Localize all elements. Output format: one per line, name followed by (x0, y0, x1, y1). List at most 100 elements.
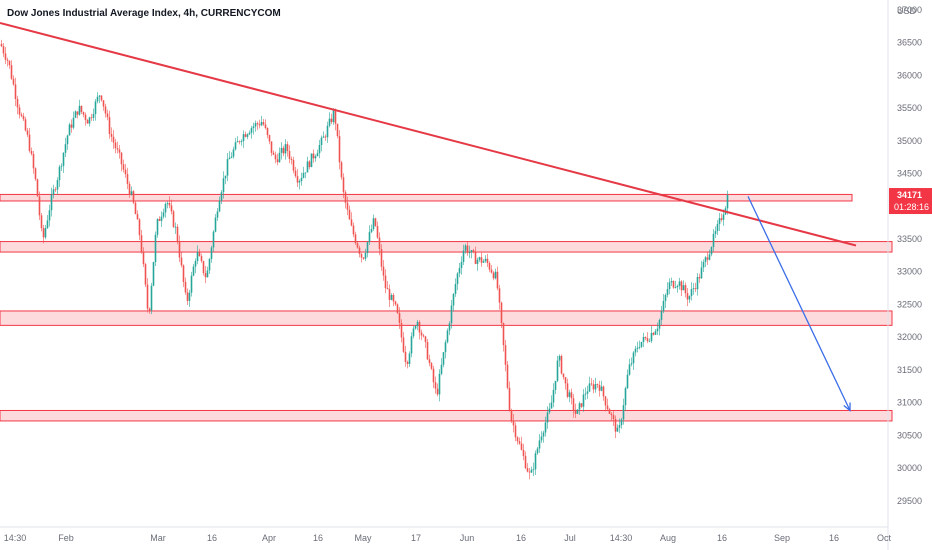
candle-body (4, 53, 7, 60)
candle-body (592, 384, 595, 390)
candle-body (600, 386, 603, 391)
candle-body (472, 250, 475, 253)
candle-body (172, 211, 175, 227)
time-axis[interactable]: 14:30 Feb Mar 16 Apr 16 May 17 Jun 16 Jul 14:30 Aug 1… (4, 533, 892, 543)
candle-body (478, 257, 481, 260)
candle-body (210, 247, 213, 259)
candle-body (136, 214, 139, 220)
candle-body (612, 415, 615, 420)
candle-body (660, 311, 663, 320)
candle-body (390, 294, 393, 300)
candle-body (548, 408, 551, 413)
candle-body (116, 148, 119, 150)
currency-label: USD (897, 6, 917, 16)
candle-body (166, 203, 169, 204)
candle-body (714, 231, 717, 234)
candle-body (414, 326, 417, 329)
candle-body (358, 247, 361, 254)
candle-body (376, 226, 379, 238)
candle-body (300, 177, 303, 182)
candle-body (68, 124, 71, 136)
candle-body (118, 149, 121, 153)
candle-body (458, 268, 461, 274)
candle-body (298, 181, 301, 183)
candle-body (278, 152, 281, 163)
candle-body (684, 285, 687, 294)
candle-body (368, 232, 371, 243)
candle-body (270, 141, 273, 153)
candle-body (554, 380, 557, 390)
candle-body (186, 292, 189, 301)
candle-body (96, 96, 99, 102)
candle-body (432, 368, 435, 383)
candle-body (588, 383, 591, 392)
candle-body (260, 122, 263, 126)
y-tick-label: 35000 (897, 136, 922, 146)
candle-body (232, 149, 235, 157)
candle-body (56, 180, 59, 190)
x-tick-label: 14:30 (610, 533, 633, 543)
candle-body (310, 153, 313, 168)
candle-body (402, 337, 405, 352)
candle-body (496, 271, 499, 289)
candle-body (482, 261, 485, 263)
x-tick-label: May (354, 533, 372, 543)
candle-body (114, 142, 117, 149)
candle-body (204, 273, 207, 278)
candle-body (468, 252, 471, 254)
candle-body (566, 383, 569, 397)
candle-body (200, 256, 203, 262)
y-tick-label: 36500 (897, 38, 922, 48)
candle-body (692, 288, 695, 290)
candle-body (500, 302, 503, 323)
candle-body (428, 359, 431, 364)
candle-body (0, 43, 3, 47)
candle-body (88, 117, 91, 124)
candle-body (508, 387, 511, 411)
candle-body (494, 271, 497, 279)
candle-body (320, 137, 323, 145)
candle-body (124, 169, 127, 175)
candle-body (386, 288, 389, 290)
candle-body (226, 159, 229, 176)
candle-body (570, 392, 573, 399)
candle-body (256, 123, 259, 125)
candle-body (526, 468, 529, 472)
candle-body (10, 65, 13, 79)
resistance-zone (0, 409, 893, 422)
candle-body (550, 402, 553, 409)
candle-body (408, 353, 411, 364)
candle-body (516, 437, 519, 442)
candle-body (162, 212, 165, 217)
x-tick-label: Mar (150, 533, 166, 543)
candle-body (510, 410, 513, 421)
candle-body (240, 141, 243, 143)
x-tick-label: 14:30 (4, 533, 27, 543)
candle-body (446, 330, 449, 343)
candle-body (86, 120, 89, 124)
candle-body (704, 257, 707, 262)
candle-body (436, 388, 439, 395)
candle-body (42, 228, 45, 238)
candle-body (334, 110, 337, 124)
y-tick-label: 31500 (897, 365, 922, 375)
candle-body (456, 273, 459, 285)
candle-body (360, 253, 363, 258)
candle-body (564, 377, 567, 384)
candle-body (330, 118, 333, 123)
candle-body (282, 147, 285, 154)
candle-body (102, 100, 105, 107)
candle-body (60, 165, 63, 167)
candle-body (52, 189, 55, 195)
candle-body (184, 281, 187, 293)
candle-body (76, 111, 79, 115)
candle-body (544, 422, 547, 433)
candle-body (78, 105, 81, 115)
y-tick-label: 30500 (897, 430, 922, 440)
candle-body (416, 321, 419, 327)
candle-body (628, 364, 631, 375)
candle-body (292, 159, 295, 171)
candle-body (560, 356, 563, 374)
candle-body (630, 363, 633, 365)
